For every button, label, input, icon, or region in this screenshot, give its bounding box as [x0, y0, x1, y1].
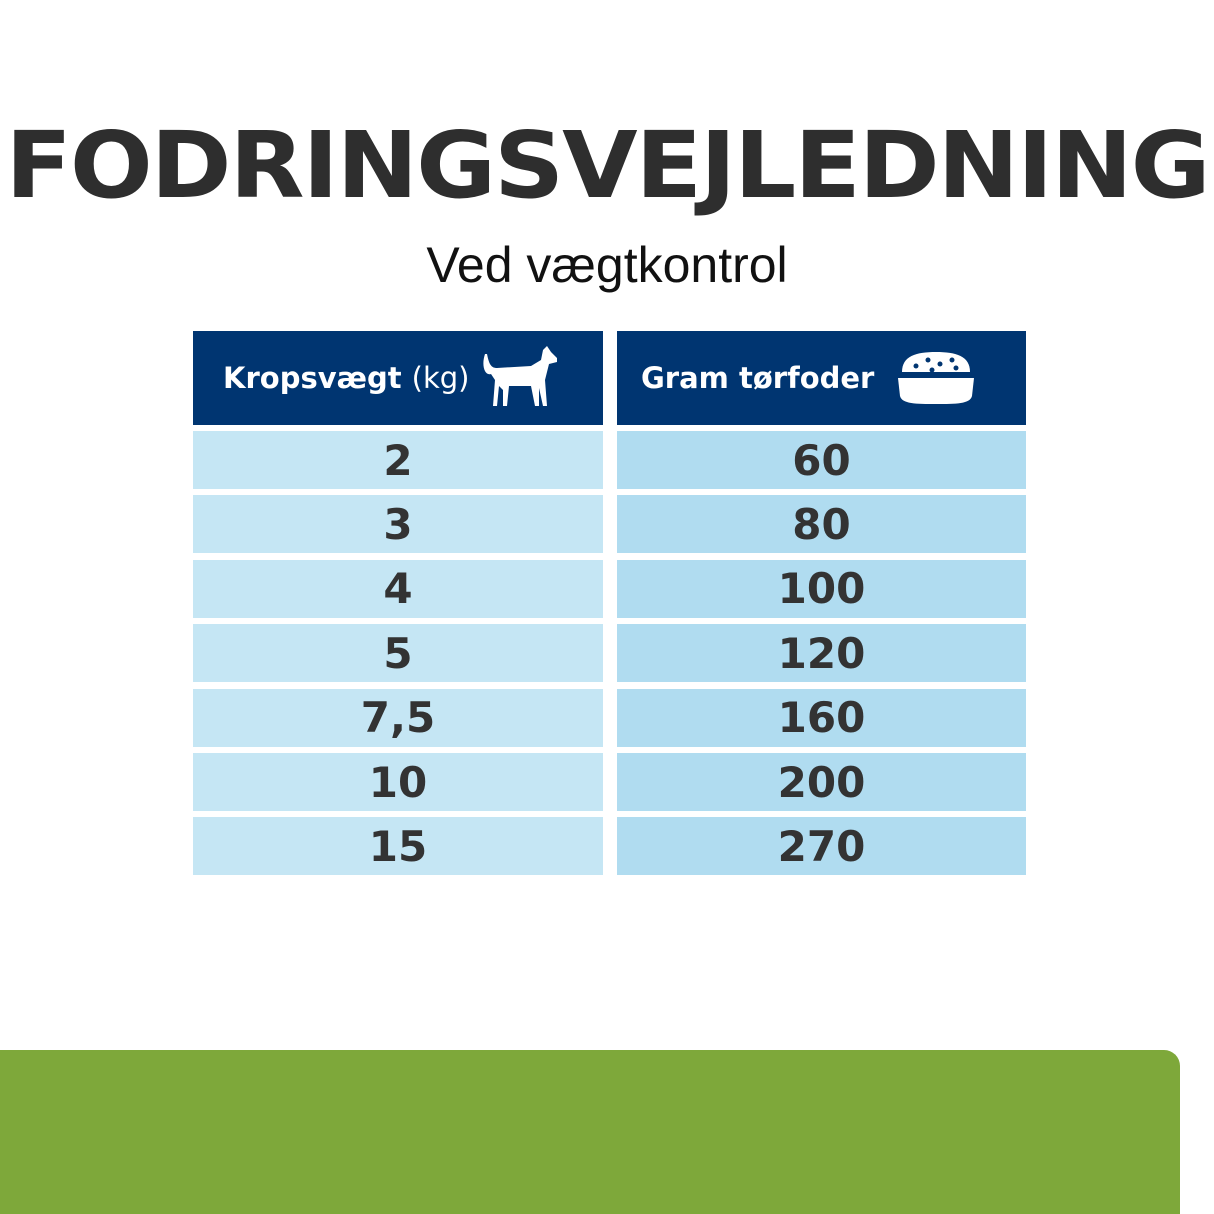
cell-weight: 4: [193, 559, 603, 618]
header-label: Kropsvægt: [223, 361, 402, 395]
header-unit: (kg): [411, 361, 470, 395]
food-bowl-icon: [898, 352, 975, 404]
page-subtitle: Ved vægtkontrol: [426, 237, 788, 293]
cell-grams: 100: [617, 559, 1026, 618]
header-body-weight: Kropsvægt (kg): [193, 331, 603, 425]
cell-weight: 3: [193, 495, 603, 554]
cell-weight: 5: [193, 624, 603, 683]
cell-grams: 200: [617, 753, 1026, 811]
cell-weight: 7,5: [193, 688, 603, 747]
footer-band: [0, 1050, 1180, 1214]
cell-grams: 120: [617, 624, 1026, 683]
cell-grams: 270: [617, 817, 1026, 876]
header-dry-food: Gram tørfoder: [617, 331, 1026, 425]
cell-grams: 60: [617, 431, 1026, 489]
dog-icon: [483, 346, 558, 406]
cell-grams: 80: [617, 495, 1026, 554]
cell-weight: 10: [193, 753, 603, 811]
page-title: FODRINGSVEJLEDNING: [5, 112, 1210, 219]
header-label: Gram tørfoder: [641, 361, 875, 395]
cell-grams: 160: [617, 688, 1026, 747]
cell-weight: 15: [193, 817, 603, 876]
cell-weight: 2: [193, 431, 603, 489]
